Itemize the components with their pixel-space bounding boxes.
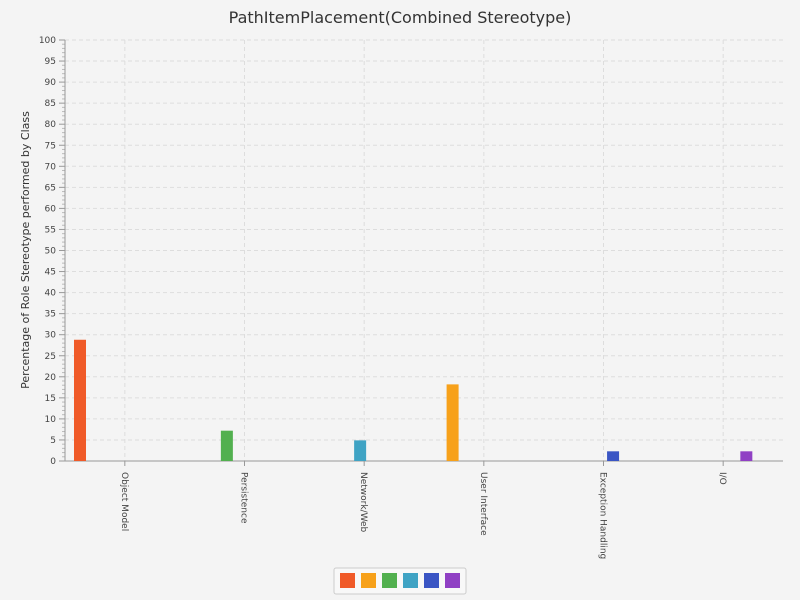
y-tick-label: 20 [45,373,57,383]
legend [333,567,467,595]
y-tick-label: 45 [45,268,56,278]
x-category-label: Persistence [239,472,249,524]
x-category-label: Network/Web [358,472,368,533]
x-category-label: I/O [717,472,727,485]
y-tick-label: 75 [45,141,56,151]
y-tick-label: 85 [45,99,56,109]
y-tick-label: 50 [45,247,57,257]
x-category-label: Exception Handling [598,472,608,559]
legend-swatch [424,573,439,588]
axis-layer: 0 5 10 15 20 25 30 35 40 45 50 55 60 65 70 75 80 85 90 95 10… [39,36,783,559]
y-tick-label: 25 [45,352,56,362]
chart-title: PathItemPlacement(Combined Stereotype) [229,8,572,27]
y-tick-label: 10 [45,415,57,425]
y-axis-label: Percentage of Role Stereotype performed … [19,111,32,389]
bar [607,451,620,461]
legend-swatch [340,573,355,588]
y-tick-label: 80 [45,120,57,130]
bar [74,339,86,461]
y-tick-label: 30 [45,331,57,341]
y-tick-label: 55 [45,225,56,235]
legend-swatch [382,573,397,588]
y-tick-label: 0 [50,457,56,467]
y-tick-label: 65 [45,183,56,193]
legend-swatch [361,573,376,588]
x-category-label: User Interface [478,472,488,536]
bar [220,430,233,461]
bar [354,440,367,461]
y-tick-label: 100 [39,36,56,46]
y-tick-label: 15 [45,394,56,404]
y-tick-label: 35 [45,310,56,320]
y-tick-label: 95 [45,57,56,67]
bar [446,384,459,461]
y-tick-label: 5 [50,436,56,446]
y-tick-label: 40 [45,289,57,299]
grid-layer [65,39,783,461]
y-tick-label: 60 [45,204,57,214]
legend-swatch [445,573,460,588]
legend-swatch [403,573,418,588]
y-tick-label: 70 [45,162,57,172]
y-tick-label: 90 [45,78,57,88]
bar-layer [74,339,753,461]
bar [740,451,753,461]
x-category-label: Object Model [119,472,129,531]
